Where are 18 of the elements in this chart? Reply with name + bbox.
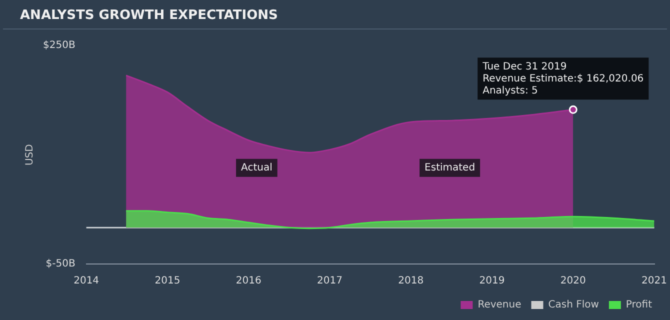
x-tick-label: 2016: [236, 276, 262, 287]
x-tick-label: 2021: [642, 276, 667, 287]
x-tick-label: 2014: [74, 276, 100, 287]
legend-label: Revenue: [478, 300, 522, 311]
annotation: Tue Dec 31 2019 Revenue Estimate:$ 162,020.06 Analysts: 5: [482, 61, 644, 96]
y-tick-label: $250B: [42, 40, 76, 52]
chart-title: ANALYSTS GROWTH EXPECTATIONS: [20, 8, 278, 24]
legend-label: Profit: [626, 300, 652, 311]
x-tick-label: 2020: [560, 276, 586, 287]
annotation: Actual: [241, 162, 272, 174]
x-tick-label: 2018: [398, 276, 424, 287]
x-tick-label: 2019: [479, 276, 505, 287]
x-tick-label: 2017: [316, 276, 342, 287]
y-axis-title: USD: [24, 144, 36, 166]
legend-label: Cash Flow: [548, 300, 599, 311]
x-tick-label: 2015: [154, 276, 180, 287]
y-tick-label: $-50B: [46, 258, 76, 270]
annotation: Estimated: [424, 162, 476, 174]
